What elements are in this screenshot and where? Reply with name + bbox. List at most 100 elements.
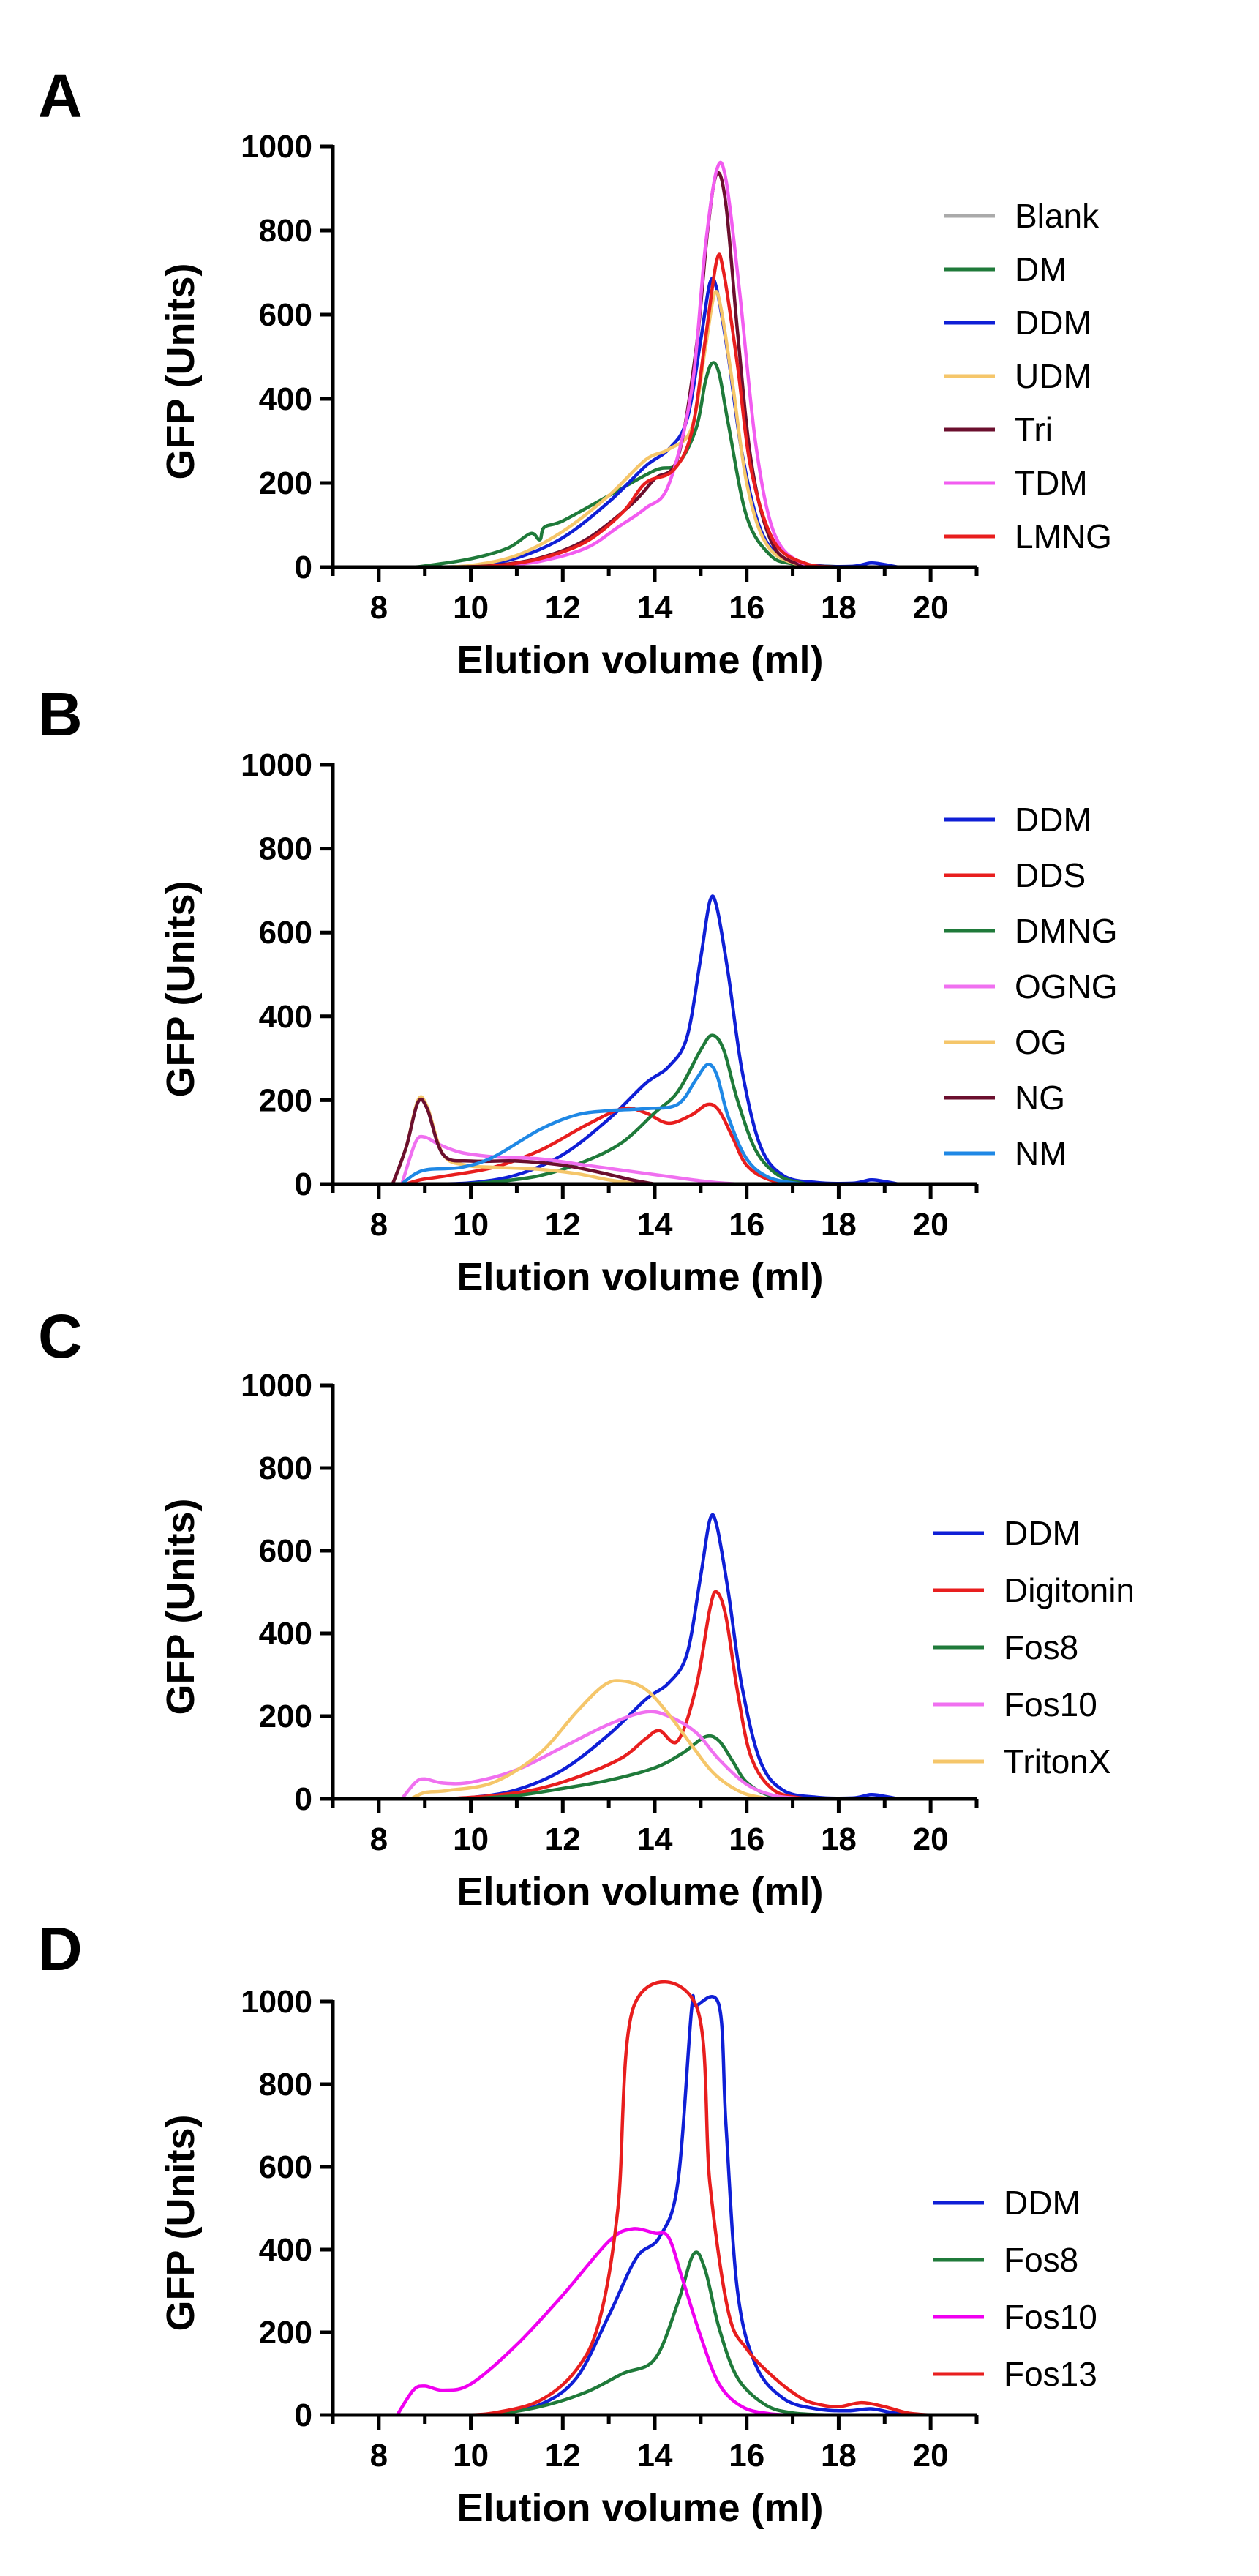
x-tick-label: 16 <box>729 2438 764 2474</box>
legend-label: DDM <box>1015 304 1091 342</box>
y-tick-label: 400 <box>259 1616 312 1652</box>
legend-label: OG <box>1015 1023 1067 1061</box>
x-tick-label: 12 <box>545 590 581 626</box>
panel-letter: C <box>38 1302 83 1371</box>
x-tick-label: 14 <box>637 2438 673 2474</box>
y-tick-label: 400 <box>259 381 312 417</box>
panel-letter: B <box>38 680 83 749</box>
legend-label: Digitonin <box>1004 1571 1135 1609</box>
y-tick-label: 400 <box>259 2232 312 2268</box>
y-tick-label: 800 <box>259 1450 312 1486</box>
x-tick-label: 20 <box>913 2438 949 2474</box>
series-line-ng <box>391 1097 657 1186</box>
x-axis-title: Elution volume (ml) <box>456 1255 823 1299</box>
series-line-tri <box>446 171 841 569</box>
panel-letter: A <box>38 61 83 130</box>
x-axis-title: Elution volume (ml) <box>456 638 823 682</box>
y-tick-label: 200 <box>259 2315 312 2351</box>
series-line-nm <box>400 1063 804 1186</box>
x-tick-label: 18 <box>821 1821 857 1857</box>
legend: DDM Fos8 Fos10 Fos13 <box>933 2184 1097 2393</box>
legend-label: Tri <box>1015 411 1053 449</box>
legend-label: DDM <box>1004 2184 1081 2222</box>
x-tick-label: 12 <box>545 1821 581 1857</box>
series-line-udm <box>432 290 841 569</box>
series-group <box>395 1980 933 2417</box>
y-tick-label: 800 <box>259 831 312 867</box>
series-group <box>409 160 909 569</box>
legend: DDM Digitonin Fos8 Fos10 TritonX <box>933 1514 1135 1781</box>
y-tick-label: 600 <box>259 915 312 951</box>
y-tick-label: 0 <box>295 2397 312 2433</box>
y-tick-label: 0 <box>295 1781 312 1817</box>
x-tick-label: 16 <box>729 1207 764 1243</box>
legend-label: DDM <box>1004 1514 1081 1552</box>
legend-label: DDM <box>1015 801 1091 839</box>
series-line-ddm <box>423 894 901 1186</box>
y-tick-label: 400 <box>259 999 312 1035</box>
panel-b: B 0 200 400 600 800 1000 8 10 12 14 16 18 20 Elution v… <box>38 680 1118 1299</box>
x-tick-label: 8 <box>370 2438 388 2474</box>
series-line-tdm <box>459 160 841 569</box>
panel-a: A 0 200 400 600 800 1000 8 10 12 14 16 18 20 Elution v… <box>38 61 1112 682</box>
panel-d: D 0 200 400 600 800 1000 8 10 12 14 16 18 20 Elution v… <box>38 1914 1097 2530</box>
legend-label: NG <box>1015 1079 1065 1117</box>
legend-label: NM <box>1015 1134 1067 1172</box>
y-axis-title: GFP (Units) <box>159 2115 203 2332</box>
x-tick-label: 10 <box>453 590 489 626</box>
series-line-ddm <box>423 276 901 569</box>
x-tick-label: 10 <box>453 1207 489 1243</box>
y-tick-label: 1000 <box>241 1368 312 1404</box>
legend-label: Fos8 <box>1004 2241 1078 2279</box>
y-axis-title: GFP (Units) <box>159 263 203 480</box>
x-tick-label: 18 <box>821 1207 857 1243</box>
series-line-ddm <box>423 1513 901 1801</box>
x-tick-label: 18 <box>821 2438 857 2474</box>
series-group <box>400 1513 901 1801</box>
y-tick-label: 600 <box>259 297 312 333</box>
series-line-fos8 <box>459 2250 832 2417</box>
legend-label: Fos8 <box>1004 1628 1078 1666</box>
series-line-tritonx <box>409 1679 772 1801</box>
legend-label: LMNG <box>1015 517 1112 555</box>
y-tick-label: 1000 <box>241 1984 312 2020</box>
x-tick-label: 12 <box>545 1207 581 1243</box>
x-tick-label: 8 <box>370 590 388 626</box>
x-tick-label: 16 <box>729 590 764 626</box>
y-tick-label: 600 <box>259 2149 312 2185</box>
x-tick-label: 10 <box>453 2438 489 2474</box>
series-line-fos10 <box>400 1710 808 1801</box>
x-tick-label: 18 <box>821 590 857 626</box>
series-line-lmng <box>446 252 841 569</box>
x-axis-title: Elution volume (ml) <box>456 2486 823 2530</box>
panel-c: C 0 200 400 600 800 1000 8 10 12 14 16 18 20 Elution v… <box>38 1302 1135 1914</box>
y-axis-title: GFP (Units) <box>159 1499 203 1715</box>
legend-label: Blank <box>1015 197 1100 235</box>
legend-label: OGNG <box>1015 967 1118 1006</box>
x-tick-label: 12 <box>545 2438 581 2474</box>
x-tick-label: 14 <box>637 590 673 626</box>
legend: Blank DM DDM UDM Tri TDM LMNG <box>944 197 1112 555</box>
legend-label: TDM <box>1015 464 1088 502</box>
y-axis-title: GFP (Units) <box>159 881 203 1098</box>
x-tick-label: 16 <box>729 1821 764 1857</box>
series-line-ddm <box>459 1993 923 2417</box>
y-tick-label: 1000 <box>241 747 312 783</box>
series-line-fos10 <box>395 2227 804 2417</box>
legend-label: DMNG <box>1015 912 1118 950</box>
y-tick-label: 800 <box>259 213 312 249</box>
y-tick-label: 800 <box>259 2067 312 2103</box>
x-axis-title: Elution volume (ml) <box>456 1870 823 1914</box>
legend-label: Fos13 <box>1004 2355 1097 2393</box>
x-tick-label: 20 <box>913 1821 949 1857</box>
legend-label: Fos10 <box>1004 1685 1097 1723</box>
x-tick-label: 10 <box>453 1821 489 1857</box>
legend-label: DDS <box>1015 856 1086 894</box>
x-tick-label: 20 <box>913 1207 949 1243</box>
y-tick-label: 0 <box>295 1167 312 1202</box>
series-line-fos13 <box>459 1980 933 2417</box>
panel-letter: D <box>38 1914 83 1983</box>
series-line-digitonin <box>446 1590 808 1801</box>
series-line-dmng <box>459 1033 808 1186</box>
